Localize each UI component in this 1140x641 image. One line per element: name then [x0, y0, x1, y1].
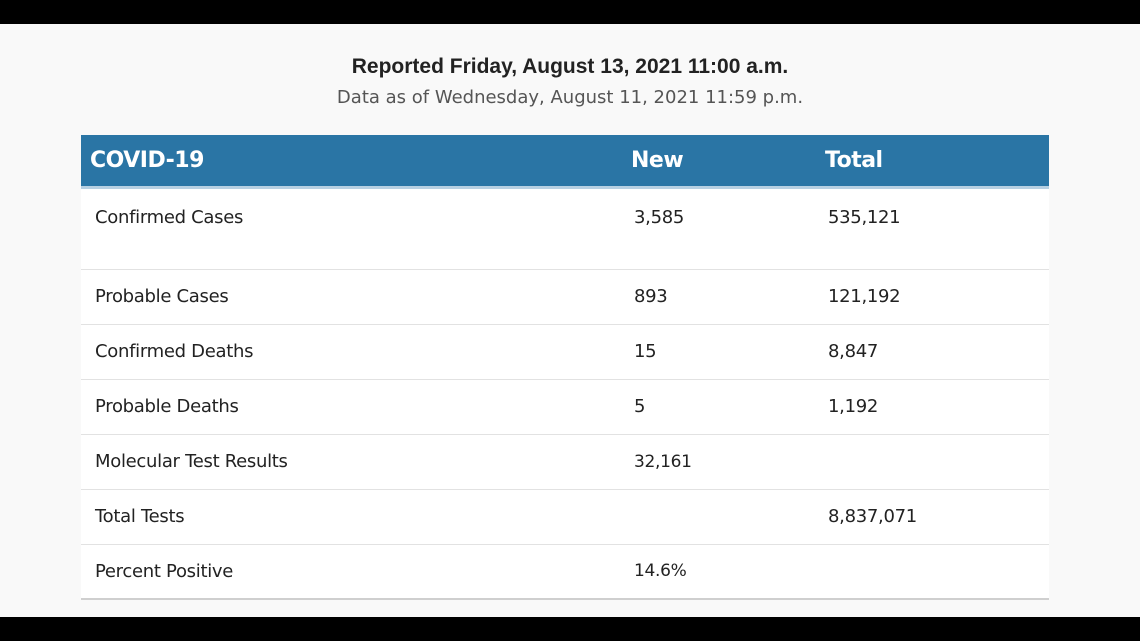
row-total-value: 8,847 — [828, 341, 879, 362]
row-label: Confirmed Cases — [95, 206, 244, 228]
table-row: Percent Positive 14.6% — [81, 544, 1049, 599]
table-row: Confirmed Deaths 15 8,847 — [81, 324, 1049, 379]
row-total-value: 1,192 — [828, 396, 879, 417]
row-label: Probable Cases — [95, 286, 229, 307]
row-total-value: 121,192 — [828, 286, 901, 307]
row-new-value: 3,585 — [634, 206, 685, 228]
row-label: Total Tests — [95, 506, 185, 527]
table-row: Confirmed Cases 3,585 535,121 — [81, 187, 1049, 269]
data-as-of-date: Data as of Wednesday, August 11, 2021 11… — [336, 87, 804, 108]
column-header-covid19: COVID-19 — [90, 147, 204, 173]
row-label: Probable Deaths — [95, 396, 239, 417]
table-row: Probable Deaths 5 1,192 — [81, 379, 1049, 434]
column-header-total: Total — [825, 147, 883, 173]
covid-stats-table: COVID-19 New Total Confirmed Cases 3,585… — [81, 135, 1049, 600]
table-row: Molecular Test Results 32,161 — [81, 434, 1049, 489]
row-new-value: 5 — [634, 396, 646, 417]
row-total-value — [815, 544, 1049, 599]
row-label: Percent Positive — [95, 560, 234, 582]
report-panel: Reported Friday, August 13, 2021 11:00 a… — [0, 24, 1140, 617]
table-header-row: COVID-19 New Total — [81, 135, 1049, 187]
table-row: Probable Cases 893 121,192 — [81, 269, 1049, 324]
row-new-value: 32,161 — [634, 451, 692, 472]
row-label: Molecular Test Results — [95, 451, 288, 472]
row-total-value: 535,121 — [828, 206, 901, 228]
row-new-value: 14.6% — [634, 561, 687, 582]
row-new-value: 893 — [634, 286, 668, 307]
reported-date: Reported Friday, August 13, 2021 11:00 a… — [351, 55, 789, 78]
table-row: Total Tests 8,837,071 — [81, 489, 1049, 544]
row-label: Confirmed Deaths — [95, 341, 254, 362]
row-new-value: 15 — [634, 341, 657, 362]
row-new-value — [621, 489, 815, 544]
row-total-value — [815, 434, 1049, 489]
column-header-new: New — [631, 147, 684, 173]
row-total-value: 8,837,071 — [828, 506, 917, 527]
